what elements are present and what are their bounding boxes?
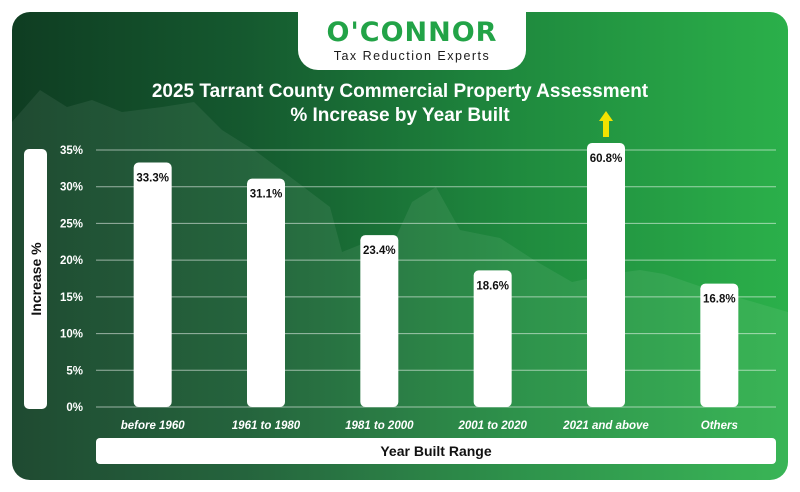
bar (247, 178, 285, 407)
y-axis-label-box: Increase % (24, 149, 47, 409)
data-label: 60.8% (590, 153, 623, 165)
y-tick-label: 15% (60, 292, 83, 304)
logo-tagline: Tax Reduction Experts (333, 49, 491, 63)
bar (587, 143, 625, 407)
bar (473, 270, 512, 407)
x-tick-label: 1961 to 1980 (232, 420, 301, 432)
x-tick-label: 2001 to 2020 (457, 420, 527, 432)
data-label: 31.1% (250, 189, 283, 201)
data-label: 16.8% (703, 294, 736, 306)
y-tick-label: 0% (66, 402, 83, 414)
bar (360, 235, 399, 407)
logo: O'CONNOR Tax Reduction Experts (298, 12, 526, 70)
data-label: 18.6% (476, 280, 509, 292)
chart-title: 2025 Tarrant County Commercial Property … (151, 81, 649, 102)
chart-subtitle: % Increase by Year Built (290, 105, 510, 126)
x-tick-label: Others (701, 420, 738, 432)
y-tick-label: 35% (60, 145, 83, 157)
x-tick-label: 2021 and above (562, 420, 649, 432)
y-tick-label: 20% (60, 255, 83, 267)
data-label: 23.4% (363, 245, 396, 257)
y-tick-label: 25% (60, 218, 83, 230)
logo-name: O'CONNOR (326, 17, 498, 48)
x-tick-label: before 1960 (121, 420, 186, 432)
x-tick-label: 1981 to 2000 (345, 420, 414, 432)
y-tick-label: 10% (60, 329, 83, 341)
y-tick-label: 30% (60, 182, 83, 194)
y-tick-label: 5% (66, 365, 83, 377)
overflow-arrow-icon (599, 111, 613, 137)
bar (133, 162, 172, 407)
x-axis-label: Year Built Range (96, 438, 776, 464)
data-label: 33.3% (136, 172, 169, 184)
bar (700, 283, 739, 407)
